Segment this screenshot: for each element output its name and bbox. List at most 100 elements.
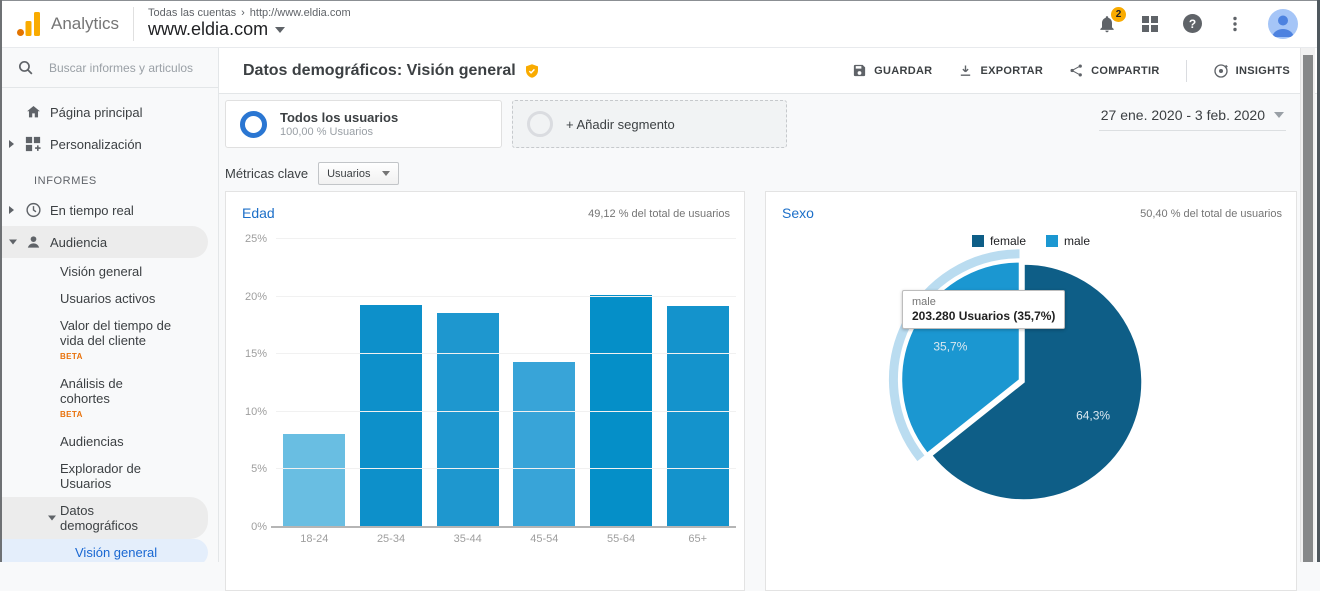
sidebar-item-demographics[interactable]: Datos demográficos bbox=[0, 497, 208, 539]
legend-item-female[interactable]: female bbox=[971, 234, 1026, 248]
caret-down-icon bbox=[9, 239, 17, 245]
vertical-scrollbar-track[interactable] bbox=[1300, 48, 1315, 562]
avatar[interactable] bbox=[1268, 8, 1298, 39]
account-selector[interactable]: www.eldia.com bbox=[148, 19, 351, 40]
main-content: Datos demográficos: Visión general GUARD… bbox=[219, 48, 1320, 591]
y-axis-tick: 25% bbox=[244, 233, 267, 245]
bar-65+[interactable] bbox=[666, 305, 729, 527]
notifications-button[interactable]: 2 bbox=[1097, 6, 1126, 34]
sidebar-search bbox=[0, 48, 218, 88]
report-header: Datos demográficos: Visión general GUARD… bbox=[219, 48, 1320, 94]
age-xlabels: 18-24 25-34 35-44 45-54 55-64 65+ bbox=[276, 533, 736, 545]
x-axis-label: 35-44 bbox=[453, 533, 482, 545]
person-icon bbox=[23, 234, 43, 251]
apps-grid-button[interactable] bbox=[1141, 15, 1159, 33]
sidebar-item-label: Audiencias bbox=[60, 434, 124, 449]
sidebar-item-label: Audiencia bbox=[50, 234, 108, 250]
legend-item-male[interactable]: male bbox=[1046, 234, 1090, 248]
sidebar-item-customization[interactable]: Personalización bbox=[0, 128, 218, 160]
pie-slice-value-label: 35,7% bbox=[933, 340, 967, 354]
bell-icon bbox=[1100, 15, 1114, 32]
shield-check-badge-icon bbox=[525, 63, 538, 78]
gender-legend: female male bbox=[766, 234, 1296, 248]
bar-35-44[interactable] bbox=[436, 312, 499, 527]
toolbar-divider bbox=[1185, 59, 1187, 82]
sidebar-item-user-explorer[interactable]: Explorador de Usuarios bbox=[0, 455, 218, 497]
sidebar-item-audience[interactable]: Audiencia bbox=[0, 226, 208, 258]
add-segment-ring-icon bbox=[527, 111, 553, 137]
analytics-logo[interactable]: Analytics bbox=[0, 11, 133, 37]
person-icon bbox=[1272, 15, 1294, 37]
chevron-down-icon bbox=[382, 171, 391, 176]
breadcrumb-block: Todas las cuentas › http://www.eldia.com… bbox=[148, 7, 351, 40]
insights-button[interactable]: INSIGHTS bbox=[1213, 63, 1290, 79]
pie-slice-value-label: 64,3% bbox=[1076, 408, 1110, 422]
segment-all-users[interactable]: Todos los usuarios 100,00 % Usuarios bbox=[225, 100, 502, 148]
gender-pie-svg: 64,3% 35,7% bbox=[888, 249, 1143, 501]
breadcrumb-root[interactable]: Todas las cuentas bbox=[148, 7, 237, 19]
search-input[interactable] bbox=[47, 59, 197, 76]
gridline bbox=[276, 238, 736, 239]
sidebar-item-label: Visión general bbox=[60, 264, 143, 279]
vertical-scrollbar-thumb[interactable] bbox=[1303, 55, 1313, 562]
age-bars bbox=[276, 239, 736, 527]
segment-subtitle: 100,00 % Usuarios bbox=[280, 126, 373, 138]
sidebar-item-label: Página principal bbox=[50, 104, 143, 120]
sidebar-item-label: Visión general bbox=[75, 545, 158, 560]
share-button[interactable]: COMPARTIR bbox=[1069, 63, 1160, 78]
account-name: www.eldia.com bbox=[148, 19, 269, 39]
metric-selector-dropdown[interactable]: Usuarios bbox=[318, 162, 400, 185]
sidebar-item-audiences[interactable]: Audiencias bbox=[0, 428, 218, 455]
insights-icon bbox=[1213, 63, 1228, 78]
sidebar-item-home[interactable]: Página principal bbox=[0, 96, 218, 128]
sidebar-item-demographics-overview[interactable]: Visión general bbox=[0, 539, 208, 562]
help-icon[interactable] bbox=[1183, 14, 1202, 33]
pie-slice-female[interactable] bbox=[930, 263, 1143, 501]
sidebar-item-label: En tiempo real bbox=[50, 202, 134, 218]
gender-chart-title[interactable]: Sexo bbox=[782, 205, 814, 221]
age-chart-title[interactable]: Edad bbox=[242, 205, 275, 221]
page-title: Datos demográficos: Visión general bbox=[243, 62, 540, 80]
pie-tooltip: male 203.280 Usuarios (35,7%) bbox=[902, 290, 1066, 329]
download-icon bbox=[961, 65, 971, 76]
save-button[interactable]: GUARDAR bbox=[852, 63, 932, 78]
date-range-picker[interactable]: 27 ene. 2020 - 3 feb. 2020 bbox=[1098, 104, 1286, 131]
window-frame-top bbox=[0, 0, 1320, 1]
bar-18-24[interactable] bbox=[283, 433, 346, 527]
search-icon bbox=[18, 60, 33, 75]
x-axis-label: 45-54 bbox=[530, 533, 559, 545]
age-chart-subtitle: 49,12 % del total de usuarios bbox=[588, 208, 730, 220]
sidebar-item-audience-overview[interactable]: Visión general bbox=[0, 258, 218, 285]
y-axis-tick: 5% bbox=[251, 463, 267, 476]
sidebar-item-realtime[interactable]: En tiempo real bbox=[0, 194, 218, 226]
insights-label: INSIGHTS bbox=[1235, 64, 1290, 77]
x-axis-label: 25-34 bbox=[376, 533, 406, 545]
kebab-menu-button[interactable] bbox=[1226, 15, 1244, 33]
sidebar-item-active-users[interactable]: Usuarios activos bbox=[0, 285, 218, 312]
sidebar-item-cohort-analysis[interactable]: Análisis de cohortes BETA bbox=[0, 370, 218, 428]
window-frame-right bbox=[1317, 0, 1320, 562]
breadcrumb-path[interactable]: http://www.eldia.com bbox=[249, 7, 351, 19]
key-metrics-label: Métricas clave bbox=[225, 166, 309, 181]
bar-25-34[interactable] bbox=[360, 304, 422, 527]
gridline bbox=[276, 353, 736, 355]
charts-row: Edad 49,12 % del total de usuarios 18-24… bbox=[219, 191, 1320, 591]
date-range-value: 27 ene. 2020 - 3 feb. 2020 bbox=[1100, 107, 1265, 123]
add-segment-button[interactable]: + Añadir segmento bbox=[512, 100, 787, 148]
chevron-down-icon bbox=[275, 26, 286, 33]
save-icon bbox=[853, 64, 866, 77]
bar-45-54[interactable] bbox=[513, 362, 576, 527]
export-button[interactable]: EXPORTAR bbox=[958, 63, 1043, 78]
header-actions: 2 bbox=[1097, 6, 1320, 39]
metrics-row: Métricas clave Usuarios bbox=[219, 148, 1320, 191]
kebab-menu-icon bbox=[1233, 16, 1237, 31]
sidebar-item-label: Análisis de cohortes bbox=[60, 376, 123, 406]
caret-right-icon bbox=[9, 206, 14, 214]
x-axis-label: 18-24 bbox=[300, 533, 329, 545]
sidebar-item-lifetime-value[interactable]: Valor del tiempo de vida del cliente BET… bbox=[0, 312, 218, 370]
clock-icon bbox=[23, 202, 43, 219]
share-label: COMPARTIR bbox=[1091, 64, 1160, 77]
home-icon bbox=[23, 104, 43, 121]
beta-badge: BETA bbox=[60, 352, 83, 361]
report-toolbar: GUARDAR EXPORTAR COMPARTIR bbox=[852, 59, 1290, 82]
